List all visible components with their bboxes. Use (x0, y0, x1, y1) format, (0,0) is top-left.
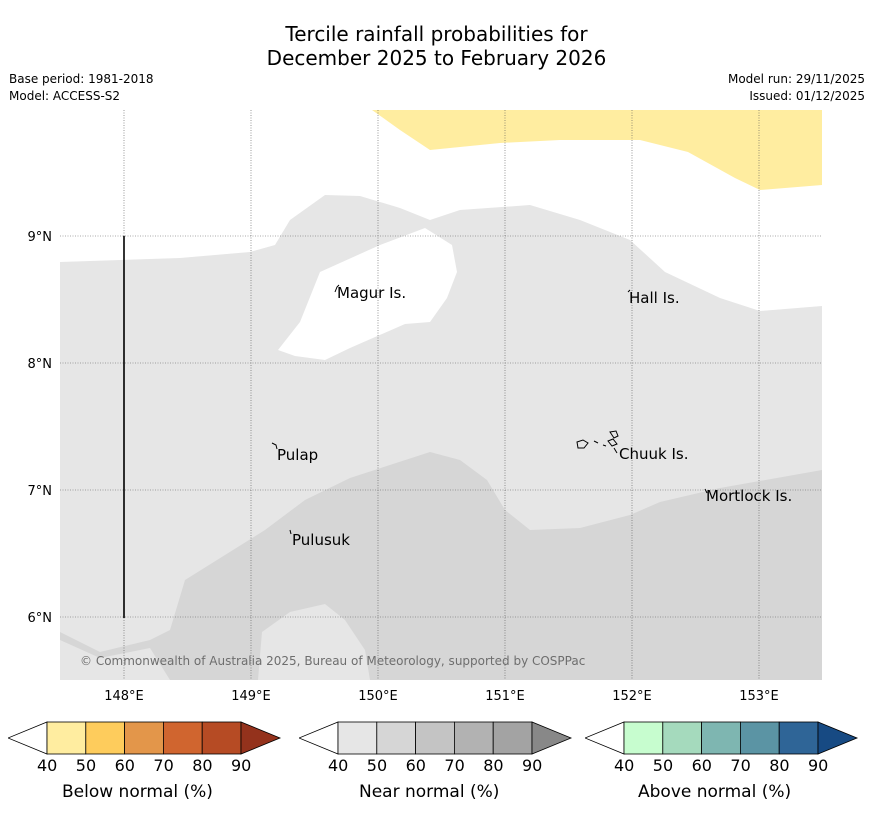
legend-tick-label: 40 (614, 756, 635, 775)
legend-color-segment (415, 721, 455, 755)
lon-label-150: 150°E (358, 689, 398, 704)
legend-tick-label: 90 (522, 756, 543, 775)
island-markers (271, 284, 708, 535)
place-magur: Magur Is. (337, 284, 406, 302)
lon-label-149: 149°E (231, 689, 271, 704)
legend-tick-label: 60 (114, 756, 135, 775)
lon-label-148: 148°E (104, 689, 144, 704)
legend-tick-label: 50 (366, 756, 388, 775)
legend-color-segment (376, 721, 417, 755)
lat-label-6n: 6°N (28, 611, 53, 626)
lat-label-8n: 8°N (28, 357, 53, 372)
legend-color-segment (662, 721, 703, 755)
legend-above-normal-bar (583, 721, 859, 755)
legend-tick-label: 50 (652, 756, 674, 775)
pulusuk-island-shape (289, 529, 292, 535)
legend-under-triangle (6, 721, 48, 755)
legend-near-normal: Near normal (%) 40 50 60 70 80 90 (297, 720, 574, 802)
place-hall: Hall Is. (629, 289, 680, 307)
legend-color-segment (85, 721, 126, 755)
legend-tick-label: 70 (730, 756, 751, 775)
place-mortlock: Mortlock Is. (706, 487, 792, 505)
legend-color-segment (701, 721, 741, 755)
place-pulusuk: Pulusuk (292, 531, 350, 549)
legend-color-segment (162, 721, 203, 755)
legend-below-normal: Below normal (%) 40 50 60 70 80 90 (6, 720, 283, 802)
legend-below-normal-bar (6, 721, 282, 755)
legend-tick-label: 60 (691, 756, 712, 775)
legend-tick-label: 80 (769, 756, 790, 775)
legend-below-normal-caption: Below normal (%) (62, 782, 213, 802)
legend-tick-label: 90 (808, 756, 829, 775)
legend-near-normal-bar (297, 721, 573, 755)
lon-label-153: 153°E (739, 689, 779, 704)
lat-label-7n: 7°N (28, 484, 53, 499)
legend-color-segment (124, 721, 164, 755)
legend-near-normal-caption: Near normal (%) (359, 782, 500, 802)
legend-tick-label: 70 (444, 756, 465, 775)
near-normal-40-50-strip (60, 640, 170, 680)
chuuk-island-shapes (576, 430, 619, 454)
legend-color-segment (623, 721, 664, 755)
lon-label-151: 151°E (485, 689, 525, 704)
issued-text: Issued: 01/12/2025 (749, 89, 865, 103)
near-normal-50-60-region (60, 452, 822, 680)
legend-color-segment (201, 721, 242, 755)
legend-tick-label: 70 (153, 756, 174, 775)
title-line-1: Tercile rainfall probabilities for (285, 22, 588, 46)
probability-map: Magur Is. Hall Is. Pulap Chuuk Is. Mortl… (28, 110, 822, 704)
legend-color-segment (739, 721, 780, 755)
model-run-text: Model run: 29/11/2025 (727, 72, 865, 86)
meta-left: Base period: 1981-2018 Model: ACCESS-S2 (9, 71, 154, 105)
legend-tick-label: 90 (231, 756, 252, 775)
legend-above-normal-caption: Above normal (%) (638, 782, 792, 802)
legend-under-triangle (583, 721, 625, 755)
base-period-text: Base period: 1981-2018 (9, 72, 154, 86)
legend-under-triangle (297, 721, 339, 755)
legend-tick-label: 50 (75, 756, 97, 775)
legend-color-segment (453, 721, 494, 755)
copyright-text: © Commonwealth of Australia 2025, Bureau… (80, 654, 585, 668)
legend-tick-label: 40 (37, 756, 58, 775)
legend-over-triangle (817, 721, 859, 755)
model-text: Model: ACCESS-S2 (9, 89, 121, 103)
legend-color-segment (46, 721, 87, 755)
pulap-island-shape (271, 442, 278, 450)
legend-color-segment (778, 721, 819, 755)
meta-right: Model run: 29/11/2025 Issued: 01/12/2025 (728, 71, 865, 105)
legend-tick-label: 40 (328, 756, 349, 775)
lon-label-152: 152°E (612, 689, 652, 704)
legend-above-normal: Above normal (%) 40 50 60 70 80 90 (583, 720, 860, 802)
legend-over-triangle (531, 721, 573, 755)
place-pulap: Pulap (277, 446, 318, 464)
place-chuuk: Chuuk Is. (619, 445, 688, 463)
near-normal-40-50-pocket (258, 604, 370, 680)
legend-over-triangle (240, 721, 282, 755)
magur-island-shape (334, 284, 340, 293)
graticule (60, 110, 822, 680)
below-normal-40-50-region (372, 110, 822, 190)
legend-tick-label: 80 (192, 756, 213, 775)
legend-color-segment (492, 721, 533, 755)
map-title: Tercile rainfall probabilities for Decem… (0, 22, 873, 70)
legend-color-segment (337, 721, 378, 755)
legend-tick-label: 80 (483, 756, 504, 775)
mortlock-island-shape (704, 488, 708, 494)
legend-tick-label: 60 (405, 756, 426, 775)
hall-island-shape (627, 289, 631, 293)
lat-label-9n: 9°N (28, 230, 53, 245)
title-line-2: December 2025 to February 2026 (266, 46, 607, 70)
magur-white-hole (278, 228, 457, 360)
